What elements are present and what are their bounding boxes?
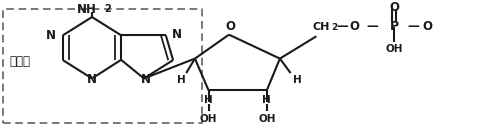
Text: —: — <box>407 20 419 33</box>
Text: 2: 2 <box>332 23 338 32</box>
Text: 2: 2 <box>105 4 112 14</box>
Text: OH: OH <box>385 44 403 54</box>
Text: CH: CH <box>313 22 330 32</box>
Text: N: N <box>140 73 150 86</box>
Text: —: — <box>367 20 378 33</box>
Text: N: N <box>87 73 97 86</box>
Text: P: P <box>390 20 398 33</box>
Text: O: O <box>389 1 399 14</box>
Text: O: O <box>422 20 432 33</box>
Text: H: H <box>262 95 271 105</box>
Text: N: N <box>46 29 56 42</box>
Text: 腺嗄呀: 腺嗄呀 <box>9 55 30 68</box>
Text: —: — <box>337 20 348 33</box>
Text: OH: OH <box>258 114 276 124</box>
Text: OH: OH <box>200 114 217 124</box>
Text: H: H <box>293 75 301 85</box>
Text: N: N <box>171 28 182 41</box>
Text: NH: NH <box>77 3 97 16</box>
Text: O: O <box>225 20 235 33</box>
Text: H: H <box>204 95 213 105</box>
Text: O: O <box>349 20 359 33</box>
Text: H: H <box>177 75 186 85</box>
